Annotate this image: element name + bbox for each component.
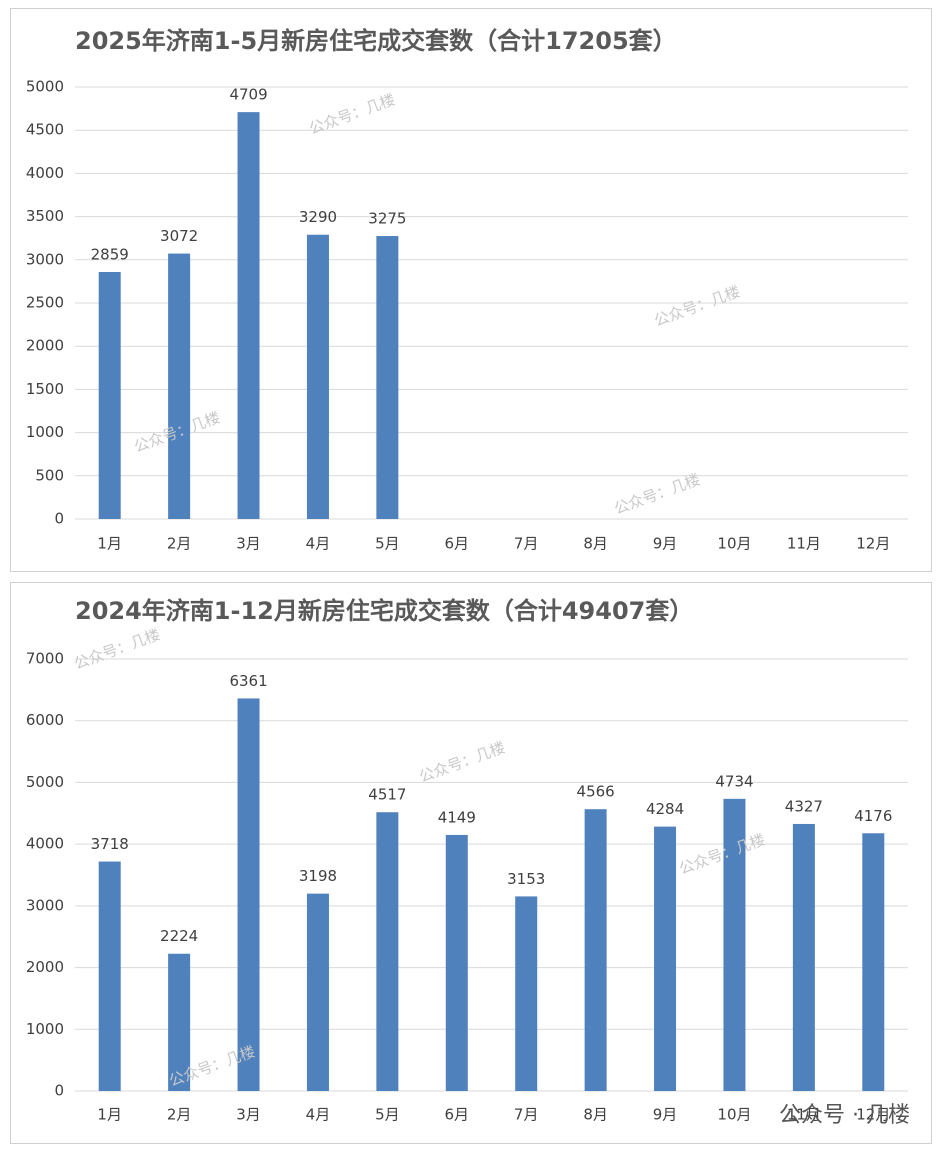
x-tick-label: 10月 [717,535,751,553]
bar [306,234,329,519]
x-tick-label: 11月 [787,1106,821,1124]
value-label: 4176 [854,807,892,825]
value-label: 3290 [299,208,337,226]
value-label: 3198 [299,867,337,885]
chart-frame [10,8,932,572]
y-tick-label: 3500 [26,207,64,225]
x-tick-label: 3月 [236,535,261,553]
x-tick-label: 10月 [717,1106,751,1124]
bar [515,896,538,1091]
value-label: 3072 [160,227,198,245]
value-label: 4284 [646,800,684,818]
value-label: 3718 [91,835,129,853]
y-tick-label: 1500 [26,380,64,398]
x-tick-label: 7月 [514,1106,539,1124]
y-tick-label: 5000 [26,773,64,791]
bar [584,809,607,1091]
x-tick-label: 9月 [653,535,678,553]
x-tick-label: 12月 [856,1106,890,1124]
y-tick-label: 5000 [26,78,64,96]
x-tick-label: 1月 [97,1106,122,1124]
y-tick-label: 4000 [26,835,64,853]
bar [445,834,468,1091]
y-tick-label: 1000 [26,423,64,441]
y-tick-label: 4500 [26,121,64,139]
y-tick-label: 500 [35,466,64,484]
value-label: 2224 [160,927,198,945]
x-tick-label: 6月 [445,535,470,553]
y-tick-label: 6000 [26,711,64,729]
x-tick-label: 6月 [445,1106,470,1124]
value-label: 4734 [715,772,753,790]
bar [237,698,260,1091]
x-tick-label: 4月 [306,535,331,553]
y-tick-label: 0 [54,1082,64,1100]
value-label: 4149 [438,808,476,826]
y-tick-label: 4000 [26,164,64,182]
value-label: 2859 [91,245,129,263]
bar [168,253,191,519]
x-tick-label: 5月 [375,1106,400,1124]
x-tick-label: 2月 [167,535,192,553]
x-tick-label: 1月 [97,535,122,553]
x-tick-label: 8月 [583,1106,608,1124]
value-label: 4709 [229,86,267,104]
x-tick-label: 2月 [167,1106,192,1124]
bar [98,861,121,1091]
x-tick-label: 12月 [856,535,890,553]
y-tick-label: 2500 [26,294,64,312]
value-label: 4517 [368,786,406,804]
value-label: 3153 [507,870,545,888]
value-label: 4566 [577,783,615,801]
bar [792,823,815,1091]
bar [306,893,329,1091]
value-label: 6361 [229,672,267,690]
x-tick-label: 5月 [375,535,400,553]
x-tick-label: 9月 [653,1106,678,1124]
x-tick-label: 11月 [787,535,821,553]
x-tick-label: 8月 [583,535,608,553]
chart-title: 2025年济南1-5月新房住宅成交套数（合计17205套） [75,27,677,55]
x-tick-label: 7月 [514,535,539,553]
y-tick-label: 2000 [26,337,64,355]
bar [862,833,885,1091]
y-tick-label: 3000 [26,250,64,268]
bar [723,798,746,1091]
value-label: 3275 [368,210,406,228]
chart-title: 2024年济南1-12月新房住宅成交套数（合计49407套） [75,597,693,625]
footer: 公众号 · 几楼 [779,1103,910,1128]
y-tick-label: 3000 [26,896,64,914]
y-tick-label: 7000 [26,650,64,668]
chart-frame [10,582,932,1144]
y-tick-label: 0 [54,510,64,528]
bar [376,812,399,1091]
bar [237,112,260,520]
bar [654,826,677,1091]
y-tick-label: 1000 [26,1020,64,1038]
x-tick-label: 4月 [306,1106,331,1124]
bar [376,236,399,520]
bar [98,271,121,519]
y-tick-label: 2000 [26,958,64,976]
value-label: 4327 [785,797,823,815]
x-tick-label: 3月 [236,1106,261,1124]
bar [168,953,191,1091]
